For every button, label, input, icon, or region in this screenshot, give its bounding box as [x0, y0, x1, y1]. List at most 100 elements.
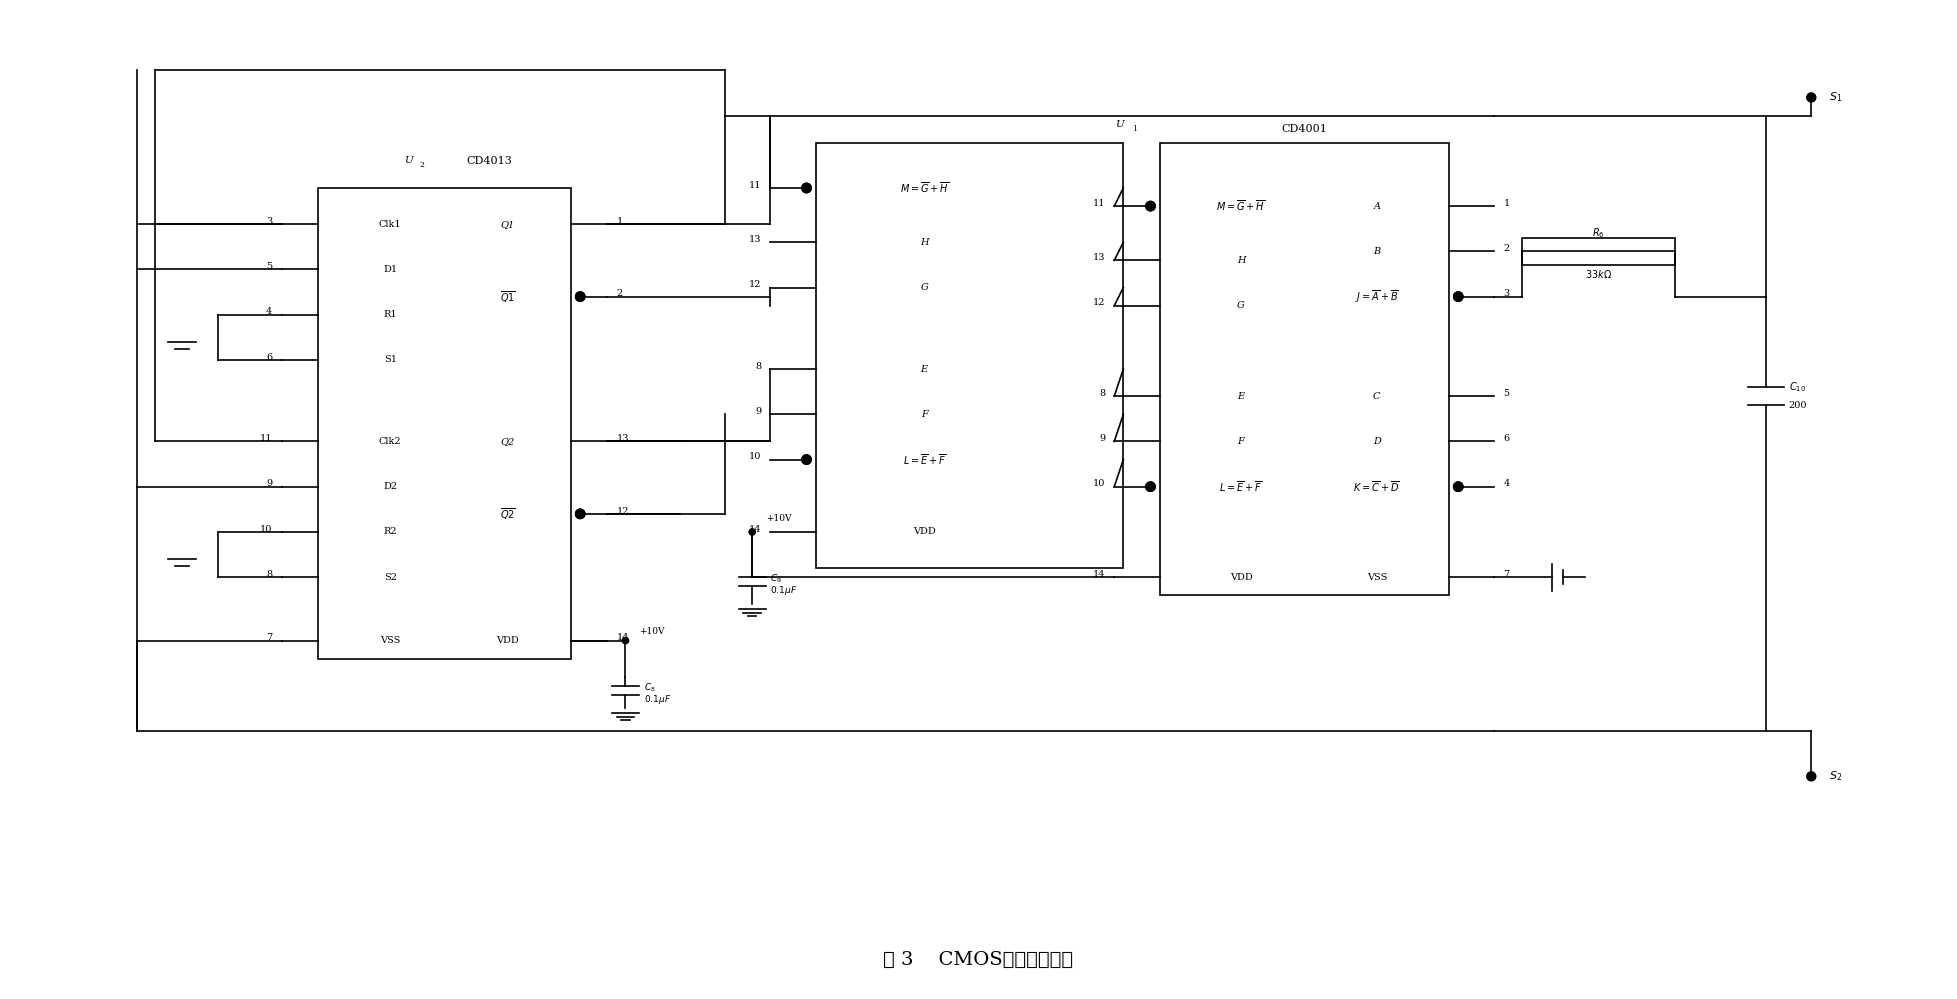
Text: CD4013: CD4013: [468, 156, 513, 166]
Text: 12: 12: [616, 506, 628, 515]
Text: 8: 8: [266, 570, 272, 579]
Text: Clk1: Clk1: [380, 220, 401, 229]
Text: 1: 1: [1503, 199, 1509, 208]
Text: 图 3    CMOS控制信号电路: 图 3 CMOS控制信号电路: [883, 951, 1074, 969]
Text: $\overline{Q1}$: $\overline{Q1}$: [499, 289, 517, 305]
Text: VSS: VSS: [1366, 572, 1388, 581]
Text: 12: 12: [750, 281, 761, 290]
Text: U: U: [1115, 120, 1123, 129]
Text: 9: 9: [1100, 435, 1106, 444]
Text: $K=\overline{C}+\overline{D}$: $K=\overline{C}+\overline{D}$: [1354, 480, 1399, 495]
Circle shape: [750, 528, 755, 535]
Text: 14: 14: [750, 524, 761, 533]
Text: F: F: [1237, 437, 1245, 446]
Text: $\overline{Q2}$: $\overline{Q2}$: [499, 505, 517, 521]
Circle shape: [1454, 292, 1462, 301]
Text: 11: 11: [260, 435, 272, 444]
Text: B: B: [1374, 247, 1380, 256]
Text: S2: S2: [384, 572, 397, 581]
Circle shape: [1147, 483, 1155, 492]
Text: H: H: [1237, 256, 1245, 265]
Text: 8: 8: [1100, 389, 1106, 398]
Circle shape: [1806, 93, 1816, 102]
Text: Q2: Q2: [501, 437, 515, 446]
Text: 9: 9: [755, 407, 761, 416]
Text: 9: 9: [266, 480, 272, 489]
Text: 4: 4: [266, 308, 272, 317]
Text: $L=\overline{E}+\overline{F}$: $L=\overline{E}+\overline{F}$: [1219, 480, 1262, 495]
Text: $0.1\mu F$: $0.1\mu F$: [644, 693, 671, 706]
Text: 2: 2: [1503, 244, 1509, 253]
Text: $33k\Omega$: $33k\Omega$: [1585, 268, 1613, 280]
Text: 13: 13: [1092, 253, 1106, 262]
Text: E: E: [920, 365, 928, 374]
Text: 5: 5: [266, 262, 272, 272]
Text: 2: 2: [419, 162, 425, 170]
Text: Q1: Q1: [501, 220, 515, 229]
Text: F: F: [922, 410, 928, 419]
Text: $C_{9}$: $C_{9}$: [771, 572, 783, 585]
Text: 13: 13: [616, 435, 628, 444]
Text: 14: 14: [616, 633, 628, 642]
Text: 13: 13: [750, 235, 761, 244]
Text: $C_{8}$: $C_{8}$: [644, 681, 656, 694]
Text: 6: 6: [1503, 435, 1509, 444]
Text: 5: 5: [1503, 389, 1509, 398]
Text: VDD: VDD: [497, 636, 519, 645]
Text: 3: 3: [266, 217, 272, 226]
Text: +10V: +10V: [765, 513, 791, 522]
Circle shape: [575, 292, 585, 301]
Text: $S_1$: $S_1$: [1830, 91, 1843, 104]
Text: C: C: [1374, 392, 1380, 401]
Text: 10: 10: [750, 453, 761, 462]
Text: 11: 11: [750, 181, 761, 190]
Text: G: G: [920, 283, 928, 292]
Circle shape: [1806, 772, 1816, 781]
Bar: [317, 188, 571, 658]
Text: 1: 1: [616, 217, 622, 226]
Text: D: D: [1374, 437, 1382, 446]
Circle shape: [802, 455, 810, 465]
Text: $M=\overline{G}+\overline{H}$: $M=\overline{G}+\overline{H}$: [1217, 199, 1266, 214]
Text: 12: 12: [1092, 299, 1106, 308]
Text: D1: D1: [384, 265, 397, 274]
Bar: [1161, 143, 1450, 595]
Text: 8: 8: [755, 362, 761, 371]
Text: $C_{10}$: $C_{10}$: [1789, 381, 1806, 394]
Text: 200: 200: [1789, 401, 1806, 410]
Text: R1: R1: [384, 311, 397, 320]
Text: U: U: [403, 156, 413, 165]
Text: $0.1\mu F$: $0.1\mu F$: [771, 584, 798, 597]
Text: D2: D2: [384, 483, 397, 492]
Text: R2: R2: [384, 527, 397, 536]
Text: $R_6$: $R_6$: [1593, 227, 1605, 240]
Text: 2: 2: [616, 290, 622, 299]
Bar: [816, 143, 1123, 568]
Text: 10: 10: [1092, 480, 1106, 489]
Text: $L=\overline{E}+\overline{F}$: $L=\overline{E}+\overline{F}$: [902, 453, 945, 467]
Text: +10V: +10V: [640, 627, 665, 636]
Text: 3: 3: [1503, 290, 1509, 299]
Circle shape: [1147, 202, 1155, 211]
Text: CD4001: CD4001: [1282, 124, 1327, 134]
Circle shape: [1454, 483, 1462, 492]
Text: G: G: [1237, 301, 1245, 310]
Text: $J=\overline{A}+\overline{B}$: $J=\overline{A}+\overline{B}$: [1354, 289, 1399, 305]
Text: 11: 11: [1092, 199, 1106, 208]
Bar: [1523, 238, 1675, 265]
Text: A: A: [1374, 202, 1380, 211]
Text: VDD: VDD: [912, 527, 935, 536]
Text: Clk2: Clk2: [380, 437, 401, 446]
Text: $S_2$: $S_2$: [1830, 769, 1843, 783]
Text: 1: 1: [1131, 125, 1137, 133]
Text: VDD: VDD: [1229, 572, 1252, 581]
Circle shape: [575, 509, 585, 518]
Circle shape: [802, 184, 810, 193]
Circle shape: [622, 637, 628, 643]
Text: 10: 10: [260, 524, 272, 533]
Text: 4: 4: [1503, 480, 1509, 489]
Text: 6: 6: [266, 353, 272, 362]
Text: VSS: VSS: [380, 636, 401, 645]
Text: H: H: [920, 238, 928, 247]
Text: 7: 7: [266, 633, 272, 642]
